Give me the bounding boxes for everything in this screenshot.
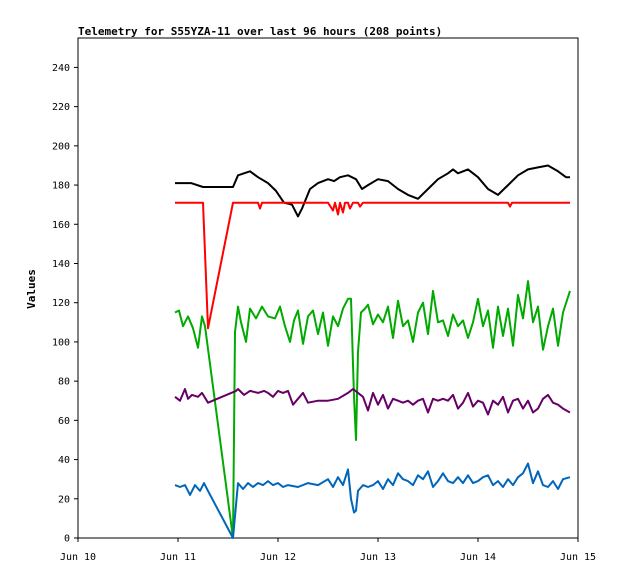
- series-line-3: [174, 280, 571, 539]
- y-tick-label: 220: [52, 102, 70, 113]
- x-tick-label: Jun 13: [360, 552, 396, 563]
- y-tick-label: 80: [58, 377, 70, 388]
- y-tick-label: 240: [52, 63, 70, 74]
- y-tick-label: 140: [52, 259, 70, 270]
- y-tick-label: 0: [64, 534, 70, 545]
- plot-area-border: [77, 37, 579, 539]
- chart-title: Telemetry for S55YZA-11 over last 96 hou…: [78, 25, 442, 38]
- series-line-2: [175, 201, 570, 330]
- y-axis: 0 20 40 60 80 100 120 140 160 180 200 220 240: [52, 63, 78, 545]
- y-axis-label: Values: [25, 269, 38, 309]
- y-tick-label: 180: [52, 181, 70, 192]
- y-tick-label: 200: [52, 141, 70, 152]
- y-tick-label: 60: [58, 416, 70, 427]
- y-tick-label: 160: [52, 220, 70, 231]
- y-tick-label: 120: [52, 298, 70, 309]
- series-layer: [174, 164, 571, 539]
- y-tick-label: 100: [52, 337, 70, 348]
- x-tick-label: Jun 10: [60, 552, 96, 563]
- x-axis: Jun 10 Jun 11 Jun 12 Jun 13 Jun 14 Jun 15: [60, 538, 596, 563]
- x-tick-label: Jun 11: [160, 552, 196, 563]
- y-tick-label: 20: [58, 494, 70, 505]
- series-line-1: [175, 164, 570, 218]
- x-tick-label: Jun 14: [460, 552, 496, 563]
- x-tick-label: Jun 15: [560, 552, 596, 563]
- series-line-5: [174, 462, 571, 539]
- x-tick-label: Jun 12: [260, 552, 296, 563]
- y-tick-label: 40: [58, 455, 70, 466]
- series-line-4: [174, 388, 571, 416]
